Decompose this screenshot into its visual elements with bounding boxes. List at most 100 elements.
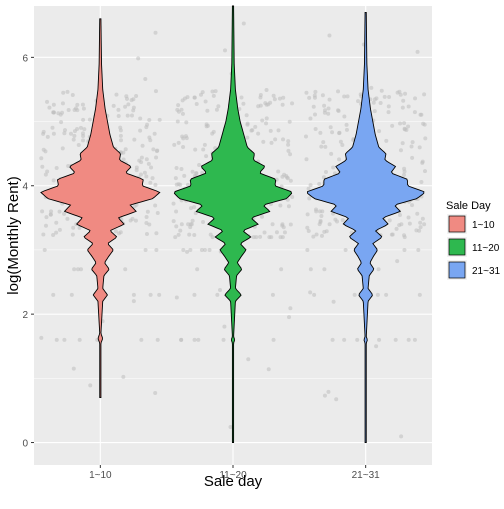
jitter-point [308,290,313,295]
jitter-point [287,315,292,320]
jitter-point [133,218,138,223]
jitter-point [80,131,85,136]
jitter-point [342,337,347,342]
jitter-point [172,142,177,147]
jitter-point [420,159,425,164]
y-axis-title: log(Monthly Rent) [5,176,22,294]
jitter-point [66,108,71,113]
jitter-point [246,357,251,362]
jitter-point [185,95,190,100]
jitter-point [213,89,218,94]
jitter-point [398,148,403,153]
jitter-point [72,133,77,138]
jitter-point [41,232,46,237]
y-tick-label: 2 [22,310,28,321]
y-tick-label: 4 [22,182,28,193]
jitter-point [414,228,419,233]
jitter-point [305,225,310,230]
jitter-point [401,98,406,103]
jitter-point [45,134,50,139]
jitter-point [111,103,116,108]
jitter-point [266,102,271,107]
jitter-point [144,174,149,179]
jitter-point [328,125,333,130]
jitter-point [77,337,82,342]
jitter-point [369,85,374,90]
jitter-point [308,116,313,121]
jitter-point [60,146,65,151]
jitter-point [329,151,334,156]
jitter-point [68,131,73,136]
jitter-point [147,117,152,122]
jitter-point [376,267,381,272]
jitter-point [306,228,311,233]
jitter-point [274,230,279,235]
jitter-point [320,93,325,98]
jitter-point [144,232,149,237]
jitter-point [286,142,291,147]
jitter-point [326,106,331,111]
jitter-point [174,295,179,300]
jitter-point [318,218,323,223]
jitter-point [47,105,52,110]
jitter-point [270,222,275,227]
jitter-point [188,206,193,211]
jitter-point [171,201,176,206]
jitter-point [326,389,331,394]
jitter-point [192,95,197,100]
jitter-point [190,218,195,223]
jitter-point [241,101,246,106]
jitter-point [402,169,407,174]
jitter-point [51,110,56,115]
jitter-point [179,337,184,342]
jitter-point [210,89,215,94]
jitter-point [54,337,59,342]
jitter-point [400,105,405,110]
jitter-point [374,344,379,349]
jitter-point [336,89,341,94]
jitter-point [322,267,327,272]
jitter-point [119,138,124,143]
jitter-point [188,247,193,252]
jitter-point [327,97,332,102]
jitter-point [138,172,143,177]
jitter-point [75,102,80,107]
jitter-point [280,102,285,107]
jitter-point [139,160,144,165]
jitter-point [399,222,404,227]
jitter-point [278,203,283,208]
jitter-point [65,89,70,94]
jitter-point [114,92,119,97]
jitter-point [419,179,424,184]
jitter-point [41,147,46,152]
jitter-point [138,128,143,133]
jitter-point [216,104,221,109]
jitter-point [378,101,383,106]
jitter-point [322,393,327,398]
jitter-point [415,49,420,54]
jitter-point [342,94,347,99]
jitter-point [43,223,48,228]
jitter-point [39,156,44,161]
jitter-point [387,94,392,99]
jitter-point [208,232,213,237]
jitter-point [211,129,216,134]
jitter-point [40,209,45,214]
jitter-point [204,154,209,159]
jitter-point [61,90,66,95]
jitter-point [151,147,156,152]
jitter-point [174,165,179,170]
jitter-point [155,210,160,215]
jitter-point [176,182,181,187]
jitter-point [276,128,281,133]
jitter-point [410,140,415,145]
jitter-point [314,209,319,214]
jitter-point [178,228,183,233]
jitter-point [157,117,162,122]
jitter-point [284,173,289,178]
jitter-point [138,116,143,121]
jitter-point [241,21,246,26]
jitter-point [228,424,233,429]
jitter-point [423,136,428,141]
jitter-point [192,292,197,297]
